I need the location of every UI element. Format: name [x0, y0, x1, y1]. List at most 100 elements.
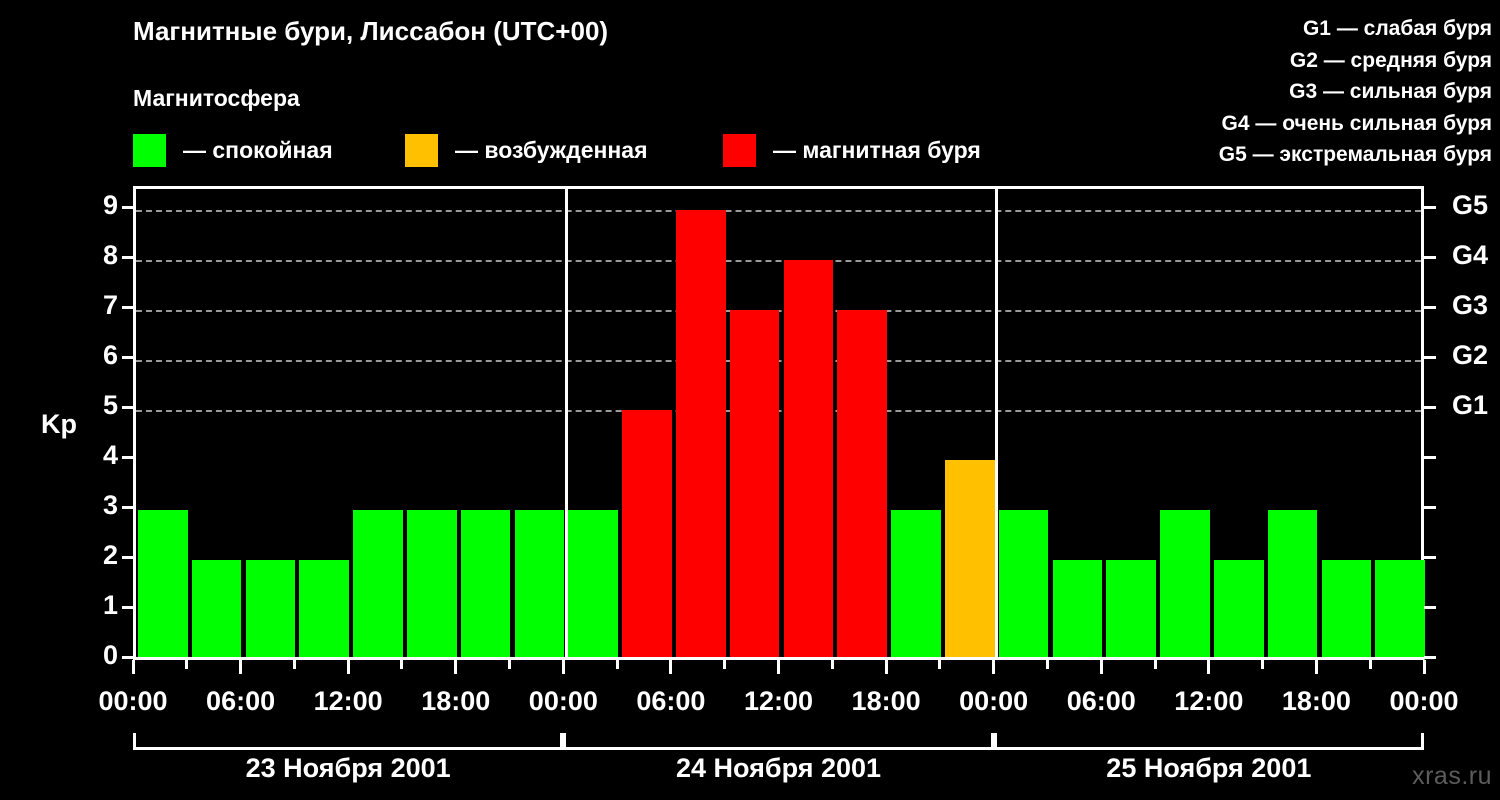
g-scale-line-3: G3 — сильная буря — [1289, 80, 1492, 103]
bar — [1052, 560, 1103, 660]
x-axis-baseline — [133, 657, 1424, 660]
bar — [1106, 560, 1156, 660]
bar — [245, 560, 296, 660]
bar — [568, 510, 618, 660]
day-separator-2 — [995, 189, 999, 660]
x-tick-major-9 — [1099, 660, 1103, 674]
time-label-7: 18:00 — [851, 686, 921, 716]
day-band-tick-right — [560, 733, 564, 750]
bar — [783, 260, 834, 660]
y-tick-mark-2 — [122, 556, 133, 559]
time-label-4: 00:00 — [528, 686, 598, 716]
bar — [1375, 560, 1425, 660]
x-tick-major-1 — [239, 660, 243, 674]
bar — [998, 510, 1049, 660]
g-axis-tick-mark-0 — [1424, 656, 1436, 659]
legend-label-2: — магнитная буря — [773, 136, 981, 163]
legend-label-1: — возбужденная — [455, 136, 648, 163]
bar — [1321, 560, 1372, 660]
day-label-1: 23 Ноября 2001 — [245, 753, 451, 783]
bar — [1213, 560, 1264, 660]
y-tick-mark-0 — [122, 656, 133, 659]
day-band-3 — [993, 733, 1424, 751]
day-band-line — [563, 747, 994, 750]
page-title: Магнитные бури, Лиссабон (UTC+00) — [133, 16, 609, 46]
x-tick-minor-9 — [615, 660, 619, 669]
storm-swatch — [723, 133, 756, 167]
x-tick-major-4 — [561, 660, 565, 674]
bar — [353, 510, 403, 660]
y-tick-label-6: 6 — [102, 340, 118, 370]
time-label-1: 06:00 — [206, 686, 276, 716]
time-label-11: 18:00 — [1281, 686, 1351, 716]
x-tick-minor-5 — [400, 660, 404, 669]
g-axis-tick-mark-8 — [1424, 256, 1436, 259]
plot-inner — [136, 189, 1425, 660]
day-band-tick-left — [993, 733, 997, 750]
y-tick-mark-4 — [122, 456, 133, 459]
gridline-kp-9 — [136, 210, 1421, 212]
bar — [1267, 510, 1318, 660]
g-axis-tick-mark-1 — [1424, 606, 1436, 609]
x-tick-minor-21 — [1261, 660, 1265, 669]
x-tick-major-3 — [454, 660, 458, 674]
day-label-2: 24 Ноября 2001 — [675, 753, 882, 783]
g-tick-label-G2: G2 — [1452, 340, 1489, 370]
y-axis-title: Kp — [41, 409, 77, 439]
watermark: xras.ru — [1412, 762, 1492, 790]
bar — [729, 310, 780, 660]
bar — [138, 510, 188, 660]
y-tick-label-9: 9 — [102, 190, 118, 220]
x-tick-major-5 — [669, 660, 673, 674]
y-tick-label-7: 7 — [102, 290, 118, 320]
y-tick-label-0: 0 — [102, 640, 118, 670]
time-label-0: 00:00 — [98, 686, 168, 716]
g-tick-label-G4: G4 — [1452, 240, 1489, 270]
g-axis-tick-mark-5 — [1424, 406, 1436, 409]
bar — [460, 510, 511, 660]
y-tick-label-2: 2 — [102, 540, 118, 570]
day-band-1 — [133, 733, 564, 751]
x-tick-major-7 — [884, 660, 888, 674]
y-tick-label-8: 8 — [102, 240, 118, 270]
x-tick-minor-23 — [1368, 660, 1372, 669]
x-tick-minor-7 — [508, 660, 512, 669]
gridline-kp-8 — [136, 260, 1421, 262]
x-tick-minor-13 — [830, 660, 834, 669]
x-tick-minor-15 — [938, 660, 942, 669]
y-tick-mark-7 — [122, 306, 133, 309]
day-band-tick-right — [1420, 733, 1424, 750]
y-tick-label-4: 4 — [102, 440, 118, 470]
x-tick-major-11 — [1314, 660, 1318, 674]
magnetosphere-label: Магнитосфера — [133, 85, 300, 111]
time-label-10: 12:00 — [1174, 686, 1244, 716]
quiet-swatch — [133, 133, 166, 167]
y-tick-mark-6 — [122, 356, 133, 359]
bar — [891, 510, 941, 660]
day-band-line — [133, 747, 564, 750]
time-label-2: 12:00 — [313, 686, 383, 716]
x-tick-major-12 — [1422, 660, 1426, 674]
time-label-6: 12:00 — [743, 686, 814, 716]
time-label-12: 00:00 — [1389, 686, 1459, 716]
g-tick-label-G1: G1 — [1452, 390, 1489, 420]
g-scale-line-1: G1 — слабая буря — [1302, 17, 1492, 40]
bar — [622, 410, 672, 660]
x-tick-minor-17 — [1045, 660, 1049, 669]
bar — [299, 560, 350, 660]
x-tick-minor-3 — [292, 660, 296, 669]
y-tick-mark-1 — [122, 606, 133, 609]
g-axis-tick-mark-7 — [1424, 306, 1436, 309]
y-tick-mark-8 — [122, 256, 133, 259]
g-scale-line-4: G4 — очень сильная буря — [1221, 111, 1492, 135]
day-band-line — [993, 747, 1424, 750]
g-axis-tick-mark-4 — [1424, 456, 1436, 459]
magnetosphere-legend: — спокойная — возбужденная — магнитная бур… — [133, 130, 1033, 170]
g-axis-tick-mark-3 — [1424, 506, 1436, 509]
bar — [191, 560, 242, 660]
x-tick-minor-11 — [723, 660, 727, 669]
day-band-tick-left — [563, 733, 567, 750]
bar — [944, 460, 995, 660]
x-tick-minor-1 — [185, 660, 189, 669]
